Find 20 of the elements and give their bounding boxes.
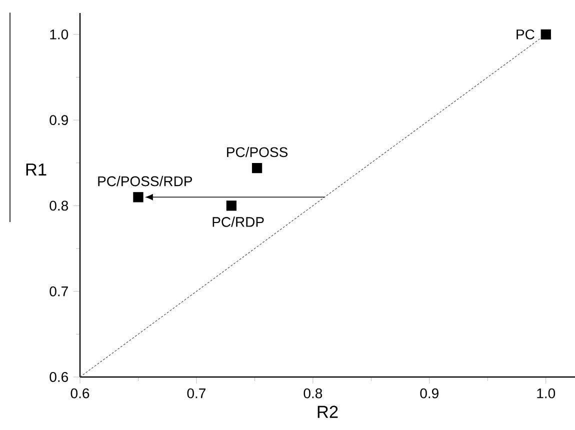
annotation: PC/POSS/RDP: [98, 176, 192, 186]
y-tick-label: 0.8: [50, 200, 68, 211]
x-tick-label: 0.7: [187, 388, 206, 398]
annotation: PC/POSS: [227, 146, 288, 158]
annotation: PC/RDP: [212, 216, 264, 227]
point: [133, 192, 144, 202]
y-tick-label: 0.9: [50, 115, 68, 126]
x-tick-label: 0.8: [304, 388, 322, 398]
annotation: PC: [516, 29, 534, 40]
point: [226, 200, 236, 211]
y-axis-title: R1: [26, 164, 46, 176]
y-tick-label: 0.6: [50, 372, 68, 382]
point: [540, 29, 551, 40]
x-tick-label: 0.9: [420, 388, 438, 398]
x-tick-label: 0.6: [70, 388, 90, 398]
x-tick-label: 1.0: [537, 388, 556, 398]
y-tick-label: 0.7: [50, 286, 68, 296]
x-axis-title: R2: [318, 406, 338, 418]
y-tick-label: 1.0: [50, 29, 68, 40]
point: [252, 162, 262, 174]
